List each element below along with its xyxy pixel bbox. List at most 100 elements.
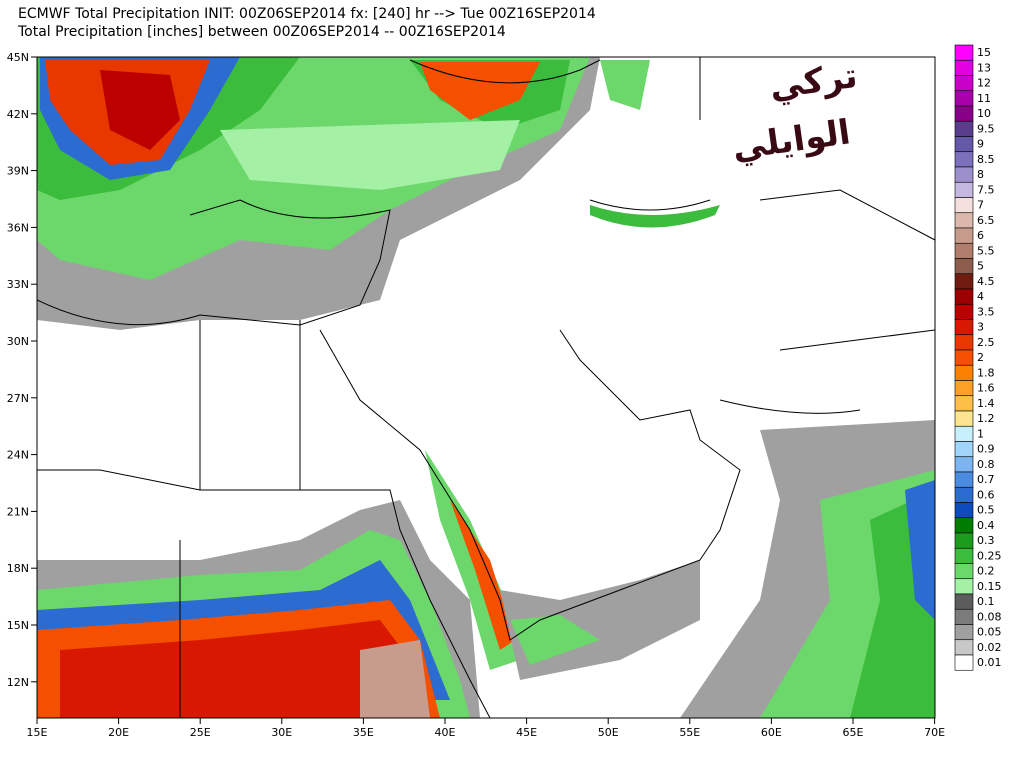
- colorbar-label: 0.02: [977, 641, 1002, 654]
- latitude-label: 21N: [7, 505, 29, 518]
- latitude-label: 24N: [7, 449, 29, 462]
- colorbar-label: 0.08: [977, 610, 1002, 623]
- colorbar-cell: [954, 288, 974, 305]
- colorbar-cell: [954, 242, 974, 259]
- colorbar-cell: [954, 120, 974, 137]
- colorbar-label: 3.5: [977, 305, 995, 318]
- latitude-label: 33N: [7, 278, 29, 291]
- colorbar-label: 1.8: [977, 366, 995, 379]
- colorbar-cell: [954, 334, 974, 351]
- colorbar-label: 2.5: [977, 336, 995, 349]
- colorbar-label: 11: [977, 92, 991, 105]
- colorbar-label: 0.3: [977, 534, 995, 547]
- colorbar-cell: [954, 75, 974, 92]
- longitude-label: 35E: [353, 726, 374, 739]
- colorbar-cell: [954, 273, 974, 290]
- colorbar-cell: [954, 639, 974, 656]
- colorbar-cell: [954, 364, 974, 381]
- longitude-label: 25E: [190, 726, 211, 739]
- coastlines: [37, 57, 935, 718]
- colorbar-label: 5: [977, 260, 984, 273]
- latitude-label: 15N: [7, 619, 29, 632]
- colorbar-cell: [954, 608, 974, 625]
- precipitation-field: [37, 57, 935, 718]
- colorbar-label: 2: [977, 351, 984, 364]
- colorbar-cell: [954, 380, 974, 397]
- subtitle-line: Total Precipitation [inches] between 00Z…: [17, 24, 506, 40]
- colorbar-cell: [954, 349, 974, 366]
- colorbar-cell: [954, 425, 974, 442]
- colorbar-cell: [954, 441, 974, 458]
- colorbar-label: 9: [977, 138, 984, 151]
- latitude-label: 39N: [7, 165, 29, 178]
- colorbar-label: 8: [977, 168, 984, 181]
- colorbar-label: 7.5: [977, 183, 995, 196]
- colorbar-label: 1.2: [977, 412, 995, 425]
- colorbar-cell: [954, 44, 974, 61]
- colorbar-cell: [954, 151, 974, 168]
- colorbar-cell: [954, 59, 974, 76]
- colorbar-label: 1.6: [977, 382, 995, 395]
- colorbar-label: 0.2: [977, 565, 995, 578]
- colorbar-cell: [954, 517, 974, 534]
- colorbar-label: 10: [977, 107, 991, 120]
- colorbar-cell: [954, 319, 974, 336]
- colorbar-cell: [954, 136, 974, 153]
- latitude-label: 36N: [7, 221, 29, 234]
- latitude-label: 45N: [7, 51, 29, 64]
- colorbar-label: 8.5: [977, 153, 995, 166]
- colorbar-cell: [954, 471, 974, 488]
- longitude-label: 70E: [924, 726, 945, 739]
- colorbar-cell: [954, 410, 974, 427]
- colorbar-cell: [954, 303, 974, 320]
- colorbar-label: 0.6: [977, 488, 995, 501]
- longitude-label: 60E: [761, 726, 782, 739]
- colorbar-cell: [954, 90, 974, 107]
- colorbar-label: 6.5: [977, 214, 995, 227]
- colorbar-label: 4.5: [977, 275, 995, 288]
- colorbar-label: 6: [977, 229, 984, 242]
- colorbar-label: 0.15: [977, 580, 1002, 593]
- colorbar-cell: [954, 486, 974, 503]
- colorbar-cell: [954, 563, 974, 580]
- colorbar-label: 12: [977, 77, 991, 90]
- longitude-label: 50E: [598, 726, 619, 739]
- colorbar-cell: [954, 654, 974, 671]
- longitude-label: 30E: [271, 726, 292, 739]
- colorbar-label: 4: [977, 290, 984, 303]
- colorbar-label: 1: [977, 427, 984, 440]
- colorbar-label: 0.25: [977, 549, 1002, 562]
- map-frame: [36, 56, 936, 719]
- colorbar-label: 3: [977, 321, 984, 334]
- colorbar-label: 15: [977, 46, 991, 59]
- colorbar-cell: [954, 593, 974, 610]
- colorbar-cell: [954, 502, 974, 519]
- title-line: ECMWF Total Precipitation INIT: 00Z06SEP…: [18, 6, 596, 22]
- colorbar-cell: [954, 258, 974, 275]
- colorbar-label: 0.4: [977, 519, 995, 532]
- latitude-label: 18N: [7, 562, 29, 575]
- colorbar-label: 0.5: [977, 504, 995, 517]
- longitude-label: 40E: [435, 726, 456, 739]
- colorbar-label: 0.01: [977, 656, 1002, 669]
- colorbar-cell: [954, 197, 974, 214]
- colorbar-label: 1.4: [977, 397, 995, 410]
- colorbar-cell: [954, 227, 974, 244]
- colorbar-label: 0.9: [977, 443, 995, 456]
- latitude-label: 30N: [7, 335, 29, 348]
- colorbar-cell: [954, 578, 974, 595]
- colorbar-cell: [954, 212, 974, 229]
- colorbar-cell: [954, 395, 974, 412]
- colorbar-label: 0.05: [977, 626, 1002, 639]
- colorbar-label: 9.5: [977, 122, 995, 135]
- colorbar-cell: [954, 547, 974, 564]
- colorbar-cell: [954, 456, 974, 473]
- latitude-label: 12N: [7, 676, 29, 689]
- colorbar-cell: [954, 166, 974, 183]
- colorbar-label: 7: [977, 199, 984, 212]
- longitude-label: 55E: [679, 726, 700, 739]
- latitude-label: 42N: [7, 108, 29, 121]
- colorbar-cell: [954, 181, 974, 198]
- latitude-label: 27N: [7, 392, 29, 405]
